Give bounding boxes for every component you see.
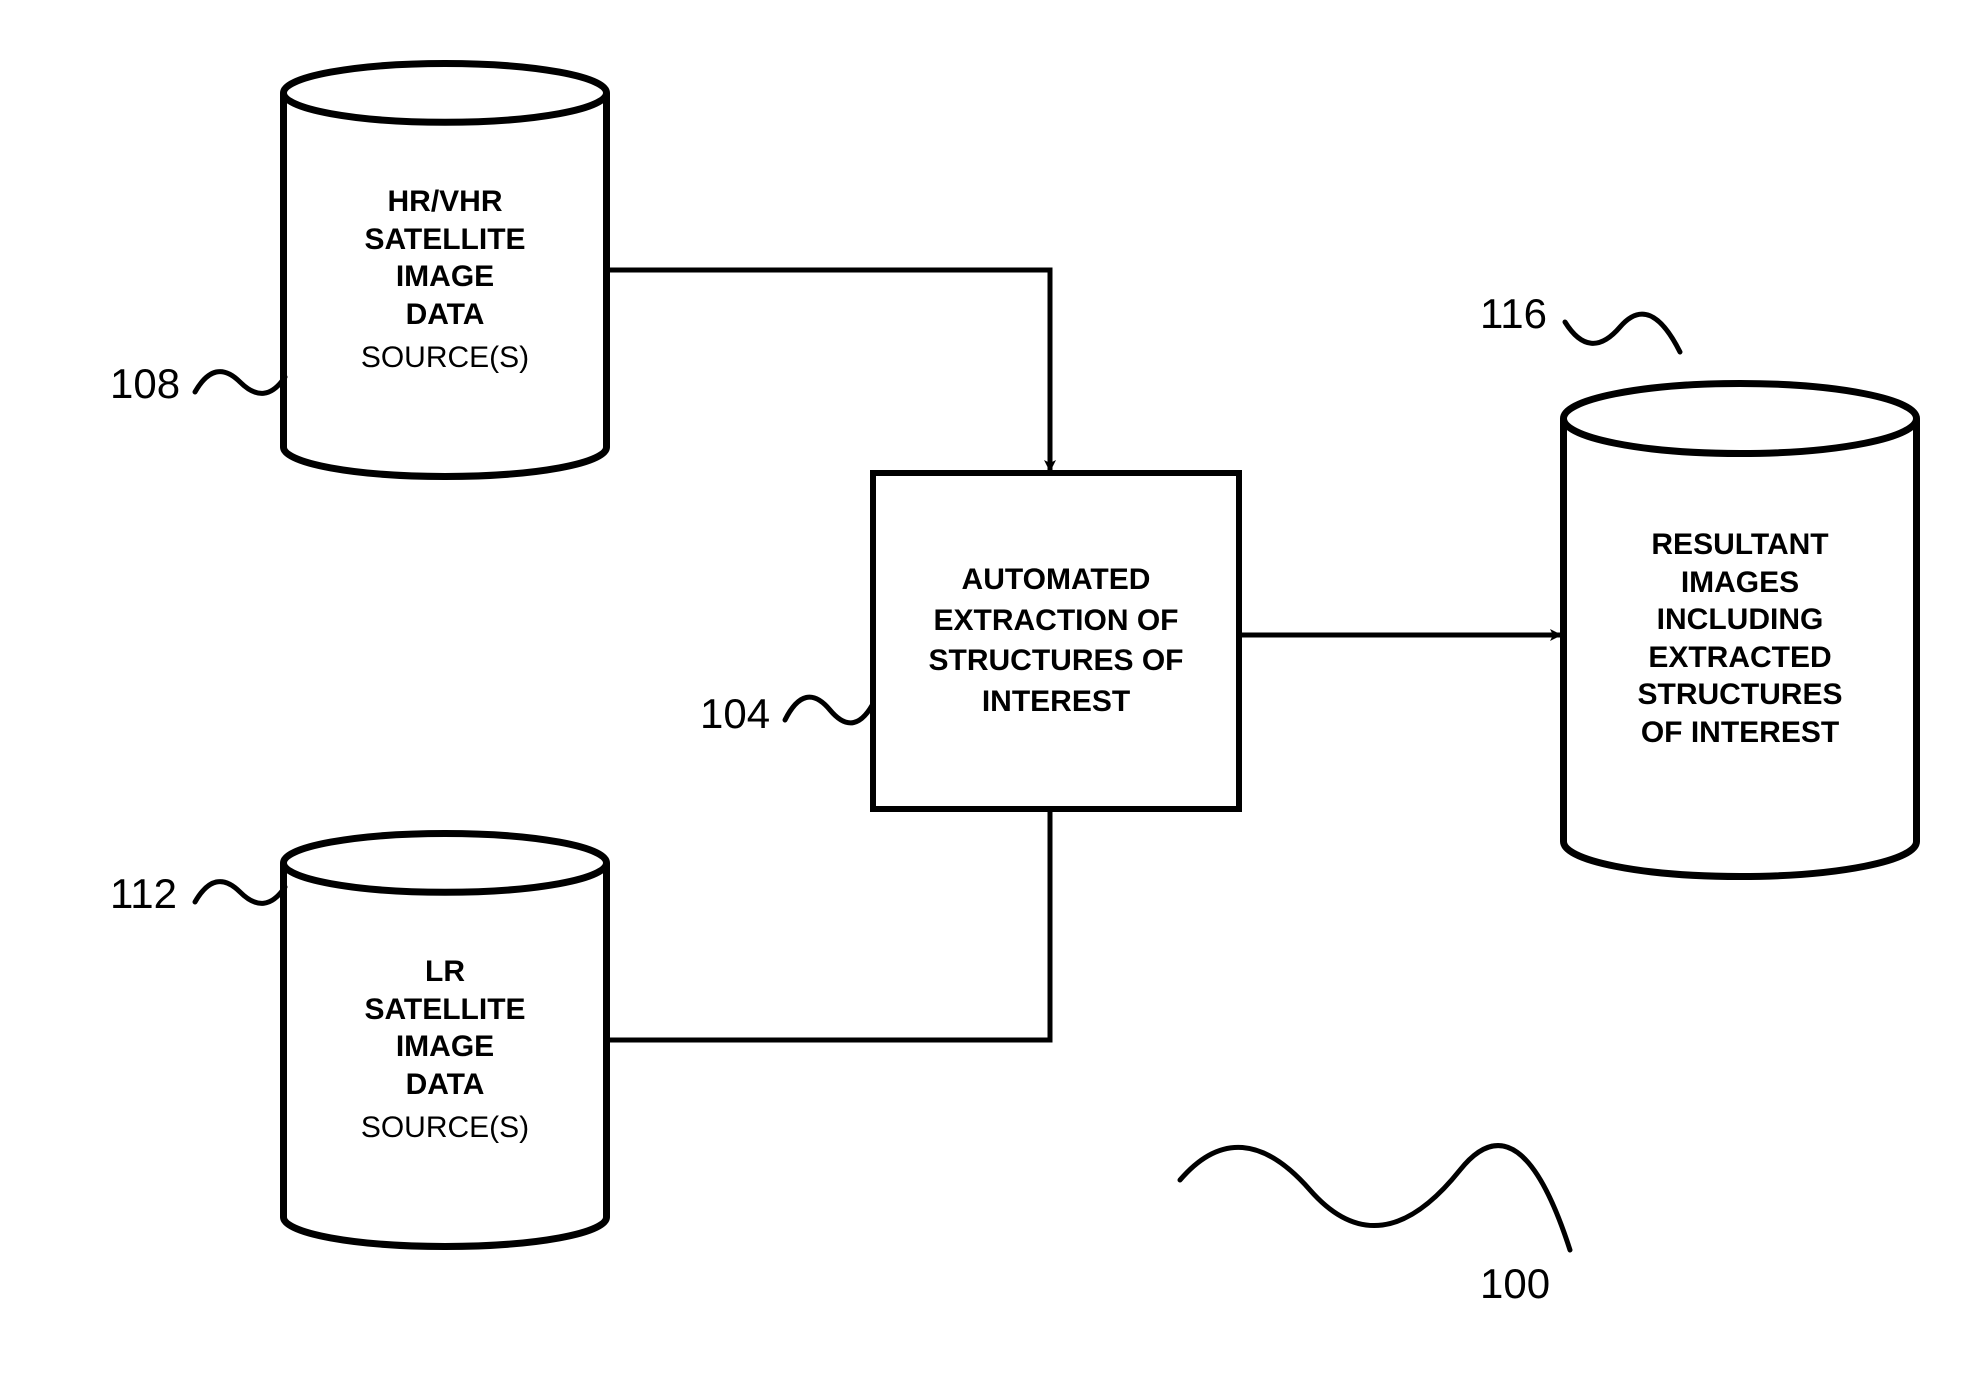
process-box-extraction: AUTOMATEDEXTRACTION OFSTRUCTURES OFINTER… [870,470,1242,812]
label-bold: LRSATELLITEIMAGEDATA [280,953,610,1103]
lead-line-squiggle [195,882,285,904]
lead-line-squiggle [1180,1146,1570,1250]
process-label: AUTOMATEDEXTRACTION OFSTRUCTURES OFINTER… [929,560,1184,722]
lead-line-squiggle [785,697,875,723]
cylinder-hr-vhr-source: HR/VHRSATELLITEIMAGEDATA SOURCE(S) [280,60,610,480]
label-bold: HR/VHRSATELLITEIMAGEDATA [280,183,610,333]
label-normal: SOURCE(S) [280,1109,610,1147]
ref-label-108: 108 [110,360,180,408]
connector [610,270,1050,470]
label-normal: SOURCE(S) [280,339,610,377]
lead-line-squiggle [1565,314,1680,352]
ref-label-112: 112 [110,870,177,918]
connector [610,800,1050,1040]
cylinder-label: RESULTANTIMAGESINCLUDINGEXTRACTEDSTRUCTU… [1560,526,1920,757]
ref-label-100: 100 [1480,1260,1550,1308]
cylinder-lr-source: LRSATELLITEIMAGEDATA SOURCE(S) [280,830,610,1250]
label-bold: RESULTANTIMAGESINCLUDINGEXTRACTEDSTRUCTU… [1560,526,1920,751]
lead-line-squiggle [195,372,285,394]
cylinder-resultant-images: RESULTANTIMAGESINCLUDINGEXTRACTEDSTRUCTU… [1560,380,1920,880]
ref-label-104: 104 [700,690,770,738]
diagram-stage: HR/VHRSATELLITEIMAGEDATA SOURCE(S) LRSAT… [0,0,1983,1383]
cylinder-label: LRSATELLITEIMAGEDATA SOURCE(S) [280,953,610,1147]
cylinder-label: HR/VHRSATELLITEIMAGEDATA SOURCE(S) [280,183,610,376]
ref-label-116: 116 [1480,290,1547,338]
